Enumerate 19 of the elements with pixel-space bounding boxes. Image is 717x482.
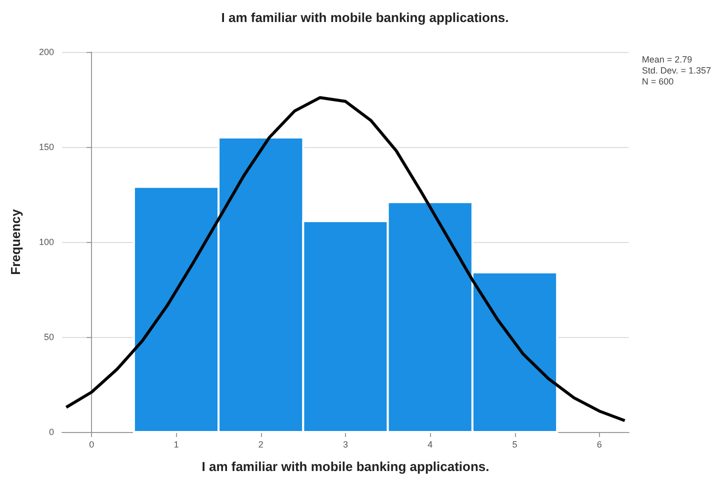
chart-title: I am familiar with mobile banking applications.: [221, 10, 509, 25]
x-tick-label: 2: [258, 440, 264, 450]
y-axis-title: Frequency: [8, 208, 23, 275]
text: Std. Dev. = 1.357: [642, 66, 712, 76]
y-tick-label: 150: [38, 142, 54, 152]
text: Mean = 2.79: [642, 54, 692, 64]
x-tick-label: 1: [174, 440, 179, 450]
line-series: [64, 96, 626, 422]
y-tick-label: 50: [44, 332, 54, 342]
x-tick-label: 5: [512, 440, 518, 450]
y-tick-label: 200: [38, 47, 54, 57]
x-tick-label: 0: [89, 440, 94, 450]
x-axis-title: I am familiar with mobile banking applications.: [202, 459, 490, 474]
y-tick-label: 100: [38, 237, 54, 247]
y-tick-label: 0: [48, 427, 54, 437]
x-tick-label: 6: [596, 440, 602, 450]
x-tick-label: 3: [342, 440, 348, 450]
text: N = 600: [642, 76, 674, 86]
x-tick-label: 4: [428, 440, 433, 450]
